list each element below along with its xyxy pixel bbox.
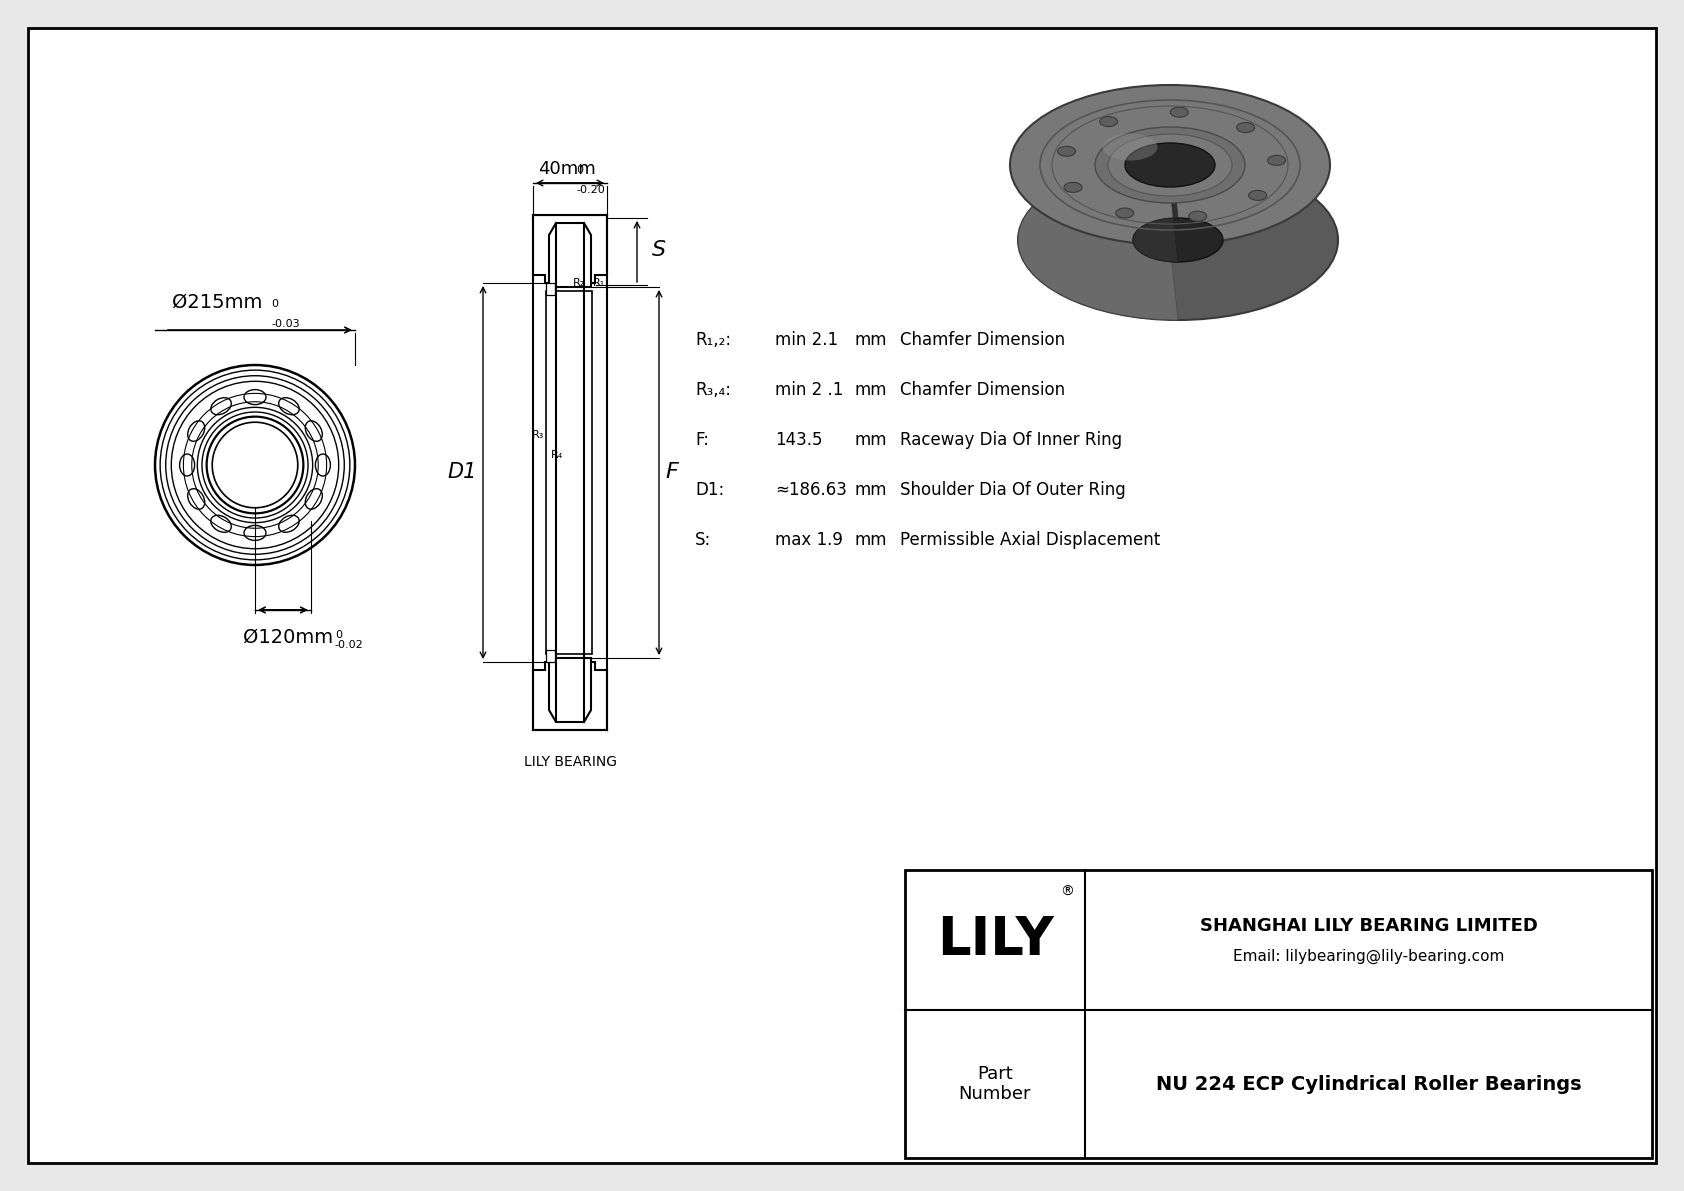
Bar xyxy=(904,869,1652,1158)
Ellipse shape xyxy=(1248,191,1266,200)
Text: R₁,₂:: R₁,₂: xyxy=(695,331,731,349)
Text: R₃: R₃ xyxy=(532,430,544,439)
Text: R₃,₄:: R₃,₄: xyxy=(695,381,731,399)
Text: Shoulder Dia Of Outer Ring: Shoulder Dia Of Outer Ring xyxy=(899,481,1125,499)
Text: ≈186.63: ≈186.63 xyxy=(775,481,847,499)
Text: LILY: LILY xyxy=(936,913,1054,966)
Ellipse shape xyxy=(1116,208,1133,218)
Ellipse shape xyxy=(1064,182,1083,193)
Text: S:: S: xyxy=(695,531,711,549)
Ellipse shape xyxy=(1170,107,1189,117)
Ellipse shape xyxy=(1100,117,1118,126)
Text: -0.03: -0.03 xyxy=(271,319,300,329)
Bar xyxy=(546,650,556,662)
Polygon shape xyxy=(534,662,606,730)
Text: F: F xyxy=(665,462,677,482)
Text: ®: ® xyxy=(1059,885,1074,899)
Ellipse shape xyxy=(1095,127,1244,202)
Ellipse shape xyxy=(1058,146,1076,156)
Text: Part
Number: Part Number xyxy=(958,1065,1031,1103)
Text: min 2 .1: min 2 .1 xyxy=(775,381,844,399)
Text: mm: mm xyxy=(855,431,887,449)
Ellipse shape xyxy=(1108,135,1233,197)
Text: Ø120mm: Ø120mm xyxy=(242,628,333,647)
Ellipse shape xyxy=(1019,160,1339,320)
Polygon shape xyxy=(534,216,606,283)
Text: Ø215mm: Ø215mm xyxy=(172,293,263,312)
Text: 0: 0 xyxy=(576,166,583,175)
Ellipse shape xyxy=(1103,133,1157,161)
Text: Email: lilybearing@lily-bearing.com: Email: lilybearing@lily-bearing.com xyxy=(1233,948,1504,964)
Bar xyxy=(546,283,556,295)
Text: mm: mm xyxy=(855,331,887,349)
Text: Chamfer Dimension: Chamfer Dimension xyxy=(899,331,1064,349)
Polygon shape xyxy=(1010,85,1179,320)
Text: D1: D1 xyxy=(448,462,477,482)
Bar xyxy=(546,291,593,654)
Text: min 2.1: min 2.1 xyxy=(775,331,839,349)
Text: mm: mm xyxy=(855,381,887,399)
Text: 0: 0 xyxy=(271,299,278,308)
Text: 143.5: 143.5 xyxy=(775,431,822,449)
Text: D1:: D1: xyxy=(695,481,724,499)
Text: 0: 0 xyxy=(335,630,342,640)
Polygon shape xyxy=(549,223,591,287)
Text: 40mm: 40mm xyxy=(537,160,596,177)
Text: R₄: R₄ xyxy=(551,449,562,460)
Ellipse shape xyxy=(1010,85,1330,245)
Text: Raceway Dia Of Inner Ring: Raceway Dia Of Inner Ring xyxy=(899,431,1122,449)
Text: -0.02: -0.02 xyxy=(335,640,364,650)
Text: mm: mm xyxy=(855,531,887,549)
Text: R₂: R₂ xyxy=(573,278,584,288)
Ellipse shape xyxy=(1189,211,1207,222)
Ellipse shape xyxy=(1236,123,1255,132)
Polygon shape xyxy=(549,657,591,722)
Text: R₁: R₁ xyxy=(593,278,605,288)
Text: Permissible Axial Displacement: Permissible Axial Displacement xyxy=(899,531,1160,549)
Ellipse shape xyxy=(1133,218,1223,262)
Text: F:: F: xyxy=(695,431,709,449)
Ellipse shape xyxy=(1125,143,1214,187)
Text: S: S xyxy=(652,239,667,260)
Text: max 1.9: max 1.9 xyxy=(775,531,844,549)
Text: mm: mm xyxy=(855,481,887,499)
Text: -0.20: -0.20 xyxy=(576,185,605,195)
Text: SHANGHAI LILY BEARING LIMITED: SHANGHAI LILY BEARING LIMITED xyxy=(1199,917,1537,935)
Ellipse shape xyxy=(1268,155,1285,166)
Text: LILY BEARING: LILY BEARING xyxy=(524,755,616,769)
Polygon shape xyxy=(1125,143,1179,262)
Text: NU 224 ECP Cylindrical Roller Bearings: NU 224 ECP Cylindrical Roller Bearings xyxy=(1155,1074,1581,1093)
Text: Chamfer Dimension: Chamfer Dimension xyxy=(899,381,1064,399)
